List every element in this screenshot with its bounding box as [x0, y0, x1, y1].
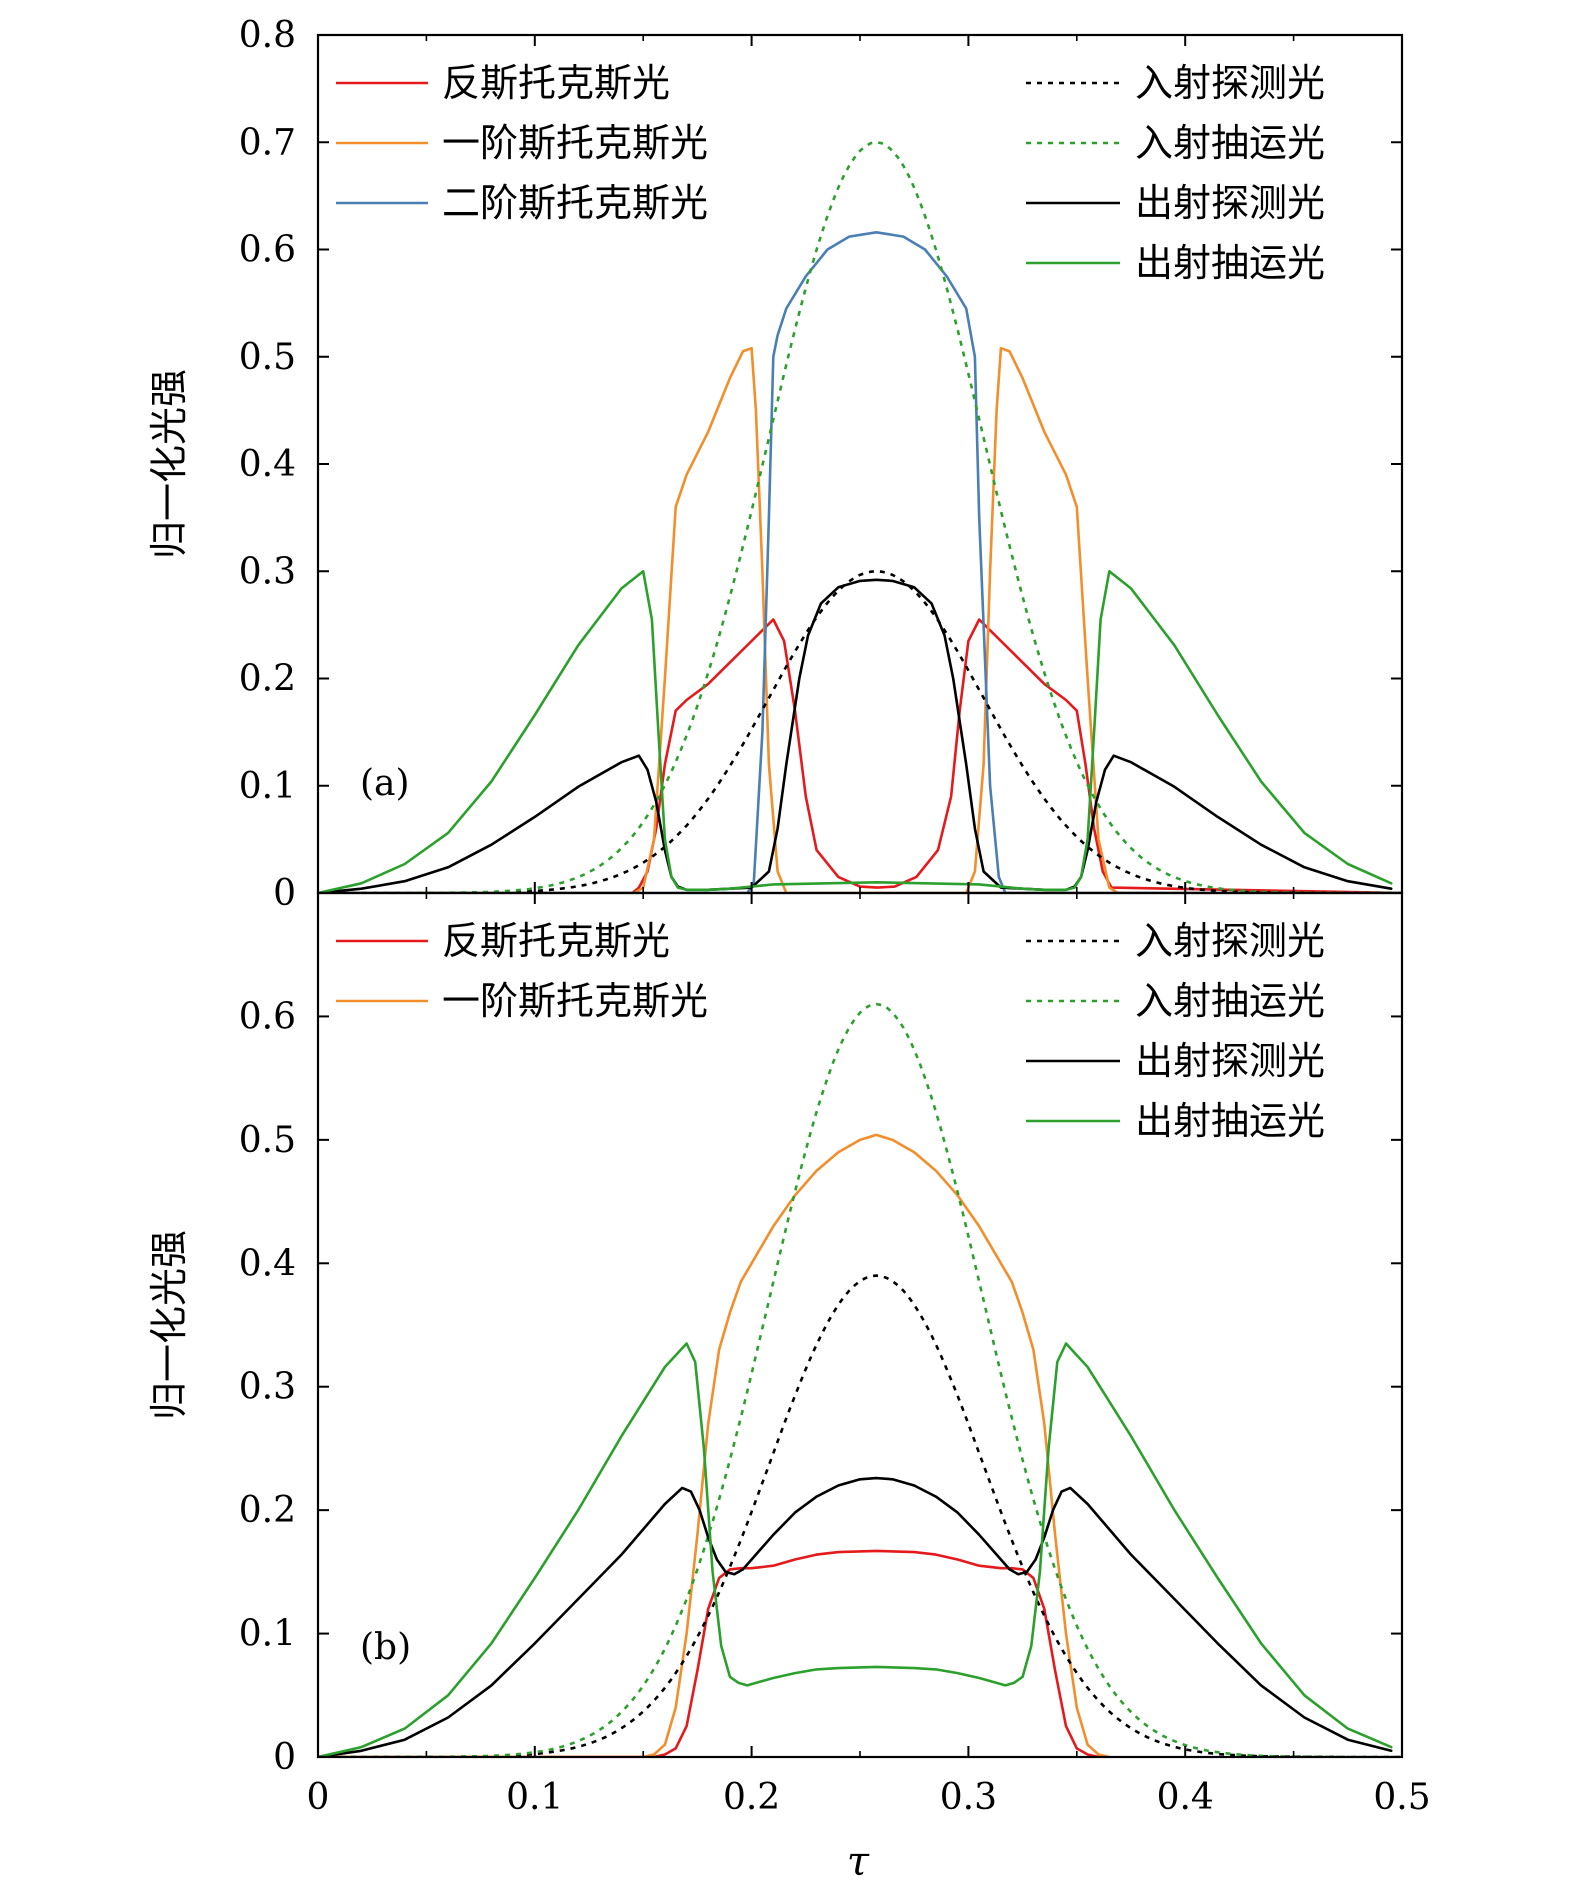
panel-b: 0 0.1 0.2 0.3 0.4 0.5 0.6 归一化光强 (b) 反斯托克斯光一阶斯托…	[147, 891, 1404, 1778]
x-tick-label-4: 0.4	[1157, 1777, 1214, 1818]
y-tick-label-b-1: 0.1	[239, 1614, 296, 1655]
legend-label-b-left-0: 反斯托克斯光	[442, 919, 670, 963]
legend-label-b-left-1: 一阶斯托克斯光	[442, 979, 708, 1023]
y-tick-label-b-6: 0.6	[239, 996, 296, 1037]
y-tick-label-a-7: 0.7	[239, 122, 296, 163]
y-tick-label-b-5: 0.5	[239, 1120, 296, 1161]
legend-label-b-right-0: 入射探测光	[1135, 919, 1325, 963]
x-axis-label: τ	[847, 1839, 870, 1885]
legend-label-b-right-2: 出射探测光	[1135, 1039, 1325, 1083]
legend-label-b-right-1: 入射抽运光	[1135, 979, 1325, 1023]
panel-b-label: (b)	[360, 1627, 411, 1668]
x-tick-label-2: 0.2	[723, 1777, 780, 1818]
panel-a-ytick-labels: 0 0.1 0.2 0.3 0.4 0.5 0.6 0.7 0.8	[239, 15, 296, 914]
series-line-a-5	[318, 578, 1393, 893]
y-tick-label-b-2: 0.2	[239, 1490, 296, 1531]
series-line-a-0	[318, 618, 1402, 893]
series-line-b-0	[318, 1549, 1100, 1757]
panel-a-ylabel: 归一化光强	[147, 369, 191, 559]
y-tick-label-a-0: 0	[273, 873, 296, 914]
panel-a-label: (a)	[360, 763, 410, 804]
y-tick-label-a-2: 0.2	[239, 659, 296, 700]
series-line-a-4	[318, 141, 1402, 893]
series-line-b-1	[318, 1133, 1111, 1757]
series-line-a-6	[318, 570, 1393, 893]
legend-label-a-right-0: 入射探测光	[1135, 61, 1325, 105]
panel-a-curves	[318, 141, 1402, 893]
panel-b-ticks	[317, 893, 1403, 1758]
y-tick-label-a-5: 0.5	[239, 337, 296, 378]
series-line-b-4	[318, 1476, 1393, 1757]
y-tick-label-b-0: 0	[273, 1737, 296, 1778]
panel-b-ylabel: 归一化光强	[147, 1230, 191, 1420]
series-line-a-2	[318, 231, 1402, 893]
legend-label-a-left-1: 一阶斯托克斯光	[442, 121, 708, 165]
x-tick-label-5: 0.5	[1373, 1777, 1430, 1818]
y-tick-label-a-6: 0.6	[239, 230, 296, 271]
y-tick-label-a-8: 0.8	[239, 15, 296, 56]
legend-label-a-right-3: 出射抽运光	[1135, 241, 1325, 285]
legend-label-a-left-2: 二阶斯托克斯光	[442, 181, 708, 225]
panel-a: 0 0.1 0.2 0.3 0.4 0.5 0.6 0.7 0.8 归一化光强 (a) 反斯托克…	[147, 15, 1404, 914]
x-tick-labels: 0 0.1 0.2 0.3 0.4 0.5	[307, 1777, 1431, 1818]
y-tick-label-b-3: 0.3	[239, 1367, 296, 1408]
y-tick-label-a-4: 0.4	[239, 444, 296, 485]
x-tick-label-1: 0.1	[506, 1777, 563, 1818]
legend-label-a-right-2: 出射探测光	[1135, 181, 1325, 225]
y-tick-label-a-1: 0.1	[239, 766, 296, 807]
x-tick-label-0: 0	[307, 1777, 330, 1818]
series-line-b-5	[318, 1342, 1393, 1757]
x-tick-label-3: 0.3	[940, 1777, 997, 1818]
panel-b-ytick-labels: 0 0.1 0.2 0.3 0.4 0.5 0.6	[239, 996, 296, 1778]
y-tick-label-a-3: 0.3	[239, 551, 296, 592]
legend-label-a-left-0: 反斯托克斯光	[442, 61, 670, 105]
series-line-a-1	[318, 346, 1402, 893]
y-tick-label-b-4: 0.4	[239, 1243, 296, 1284]
series-line-b-3	[318, 1002, 1402, 1757]
panel-a-ticks	[317, 34, 1403, 894]
legend-label-a-right-1: 入射抽运光	[1135, 121, 1325, 165]
legend-label-b-right-3: 出射抽运光	[1135, 1099, 1325, 1143]
